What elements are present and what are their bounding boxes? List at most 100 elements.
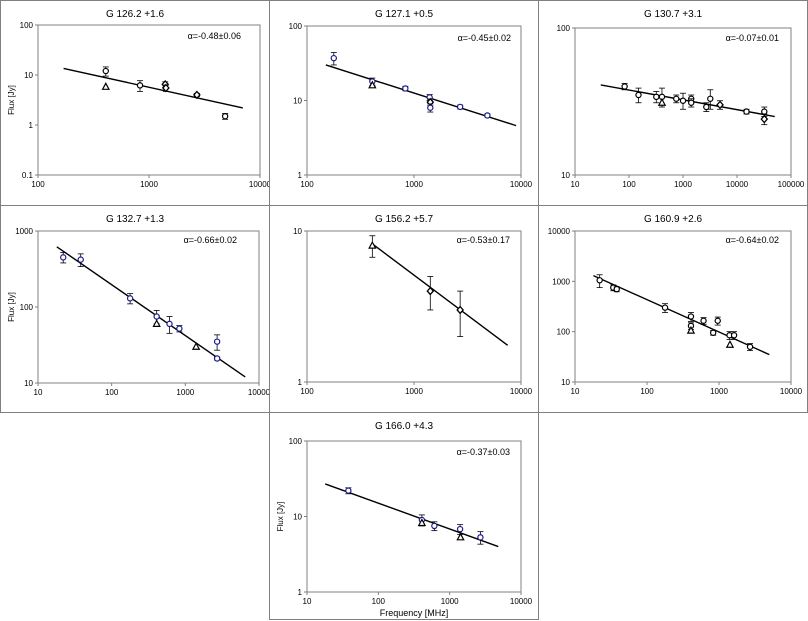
data-point	[761, 108, 768, 115]
y-tick-label: 1	[298, 588, 303, 597]
x-tick-label: 100	[300, 387, 314, 396]
x-tick-label: 1000	[674, 180, 692, 189]
spectral-index-label: α=-0.53±0.17	[457, 235, 510, 245]
chart-panel: G 132.7 +1.3 10 100 1000 10 100 1000 10000 Flux …	[0, 205, 270, 413]
x-tick-label: 10000	[726, 180, 749, 189]
data-point	[661, 304, 669, 311]
x-tick-label: 100	[622, 180, 636, 189]
spectral-index-label: α=-0.45±0.02	[458, 33, 511, 43]
data-point	[477, 534, 484, 541]
data-point	[402, 85, 409, 92]
fit-line	[56, 246, 246, 378]
chart-title: G 132.7 +1.3	[105, 214, 165, 225]
chart-title: G 156.2 +5.7	[374, 214, 434, 225]
y-tick-label: 10	[561, 171, 570, 180]
fit-line	[63, 67, 243, 109]
x-tick-label: 1000	[441, 597, 459, 606]
data-point	[730, 332, 738, 339]
data-point	[153, 313, 160, 320]
y-axis-label: Flux [Jy]	[7, 292, 16, 322]
plot-area	[37, 24, 261, 176]
x-tick-label: 100	[105, 388, 119, 397]
data-point	[743, 108, 750, 115]
plot-area	[37, 230, 260, 384]
data-point	[136, 82, 144, 89]
x-tick-label: 100	[300, 180, 314, 189]
chart-panel: G 127.1 +0.5 1 10 100 100 1000 10000 α=-0.45±0.…	[269, 0, 539, 206]
data-point	[746, 343, 754, 351]
data-point	[484, 112, 491, 119]
x-tick-label: 100	[640, 387, 654, 396]
chart-title: G 126.2 +1.6	[105, 9, 165, 20]
y-tick-label: 1	[29, 121, 34, 130]
data-point	[456, 525, 464, 533]
x-tick-label: 1000	[710, 387, 728, 396]
data-point	[760, 114, 769, 124]
data-point	[635, 91, 642, 99]
plot-area	[574, 230, 792, 383]
y-axis-label: Flux [Jy]	[7, 85, 16, 115]
y-tick-label: 10	[293, 227, 302, 236]
data-point	[221, 112, 229, 120]
data-point	[456, 532, 465, 541]
data-point	[102, 67, 109, 75]
x-tick-label: 10	[34, 388, 43, 397]
data-point	[426, 286, 435, 296]
y-tick-label: 10	[24, 379, 33, 388]
y-tick-label: 1	[298, 171, 303, 180]
y-tick-label: 0.1	[22, 171, 34, 180]
data-point	[330, 54, 337, 62]
y-tick-label: 10	[561, 378, 570, 387]
chart-plot: 10 100 1000 10 100 1000 10000 Flux [Jy] α=-0.66±…	[7, 227, 269, 397]
spectral-index-label: α=-0.48±0.06	[188, 31, 241, 41]
plot-area	[306, 25, 522, 176]
data-point	[709, 329, 717, 336]
data-point	[703, 103, 710, 111]
data-point	[688, 99, 695, 106]
data-point	[653, 93, 660, 101]
data-point	[166, 320, 173, 328]
data-point	[673, 95, 680, 102]
data-point	[456, 103, 464, 111]
x-tick-label: 10	[571, 387, 580, 396]
data-point	[687, 313, 695, 320]
chart-panel: G 130.7 +3.1 10 100 10 100 1000 10000 100000 α=-…	[538, 0, 808, 206]
x-tick-label: 10000	[510, 180, 533, 189]
chart-panel: G 166.0 +4.3 1 10 100 10 100 1000 10000 Flux [Jy…	[269, 412, 539, 620]
spectral-index-label: α=-0.64±0.02	[726, 235, 779, 245]
chart-panel: G 160.9 +2.6 10 100 1000 10000 10 100 1000 10000…	[538, 205, 808, 413]
spectral-index-label: α=-0.66±0.02	[184, 235, 237, 245]
data-point	[368, 240, 377, 249]
data-point	[176, 325, 183, 332]
x-tick-label: 10000	[510, 387, 533, 396]
fit-line	[324, 483, 499, 548]
y-tick-label: 10	[293, 97, 302, 106]
data-point	[657, 97, 667, 106]
x-tick-label: 10000	[780, 387, 803, 396]
y-tick-label: 10	[24, 71, 33, 80]
chart-title: G 166.0 +4.3	[374, 421, 434, 432]
x-tick-label: 100000	[778, 180, 805, 189]
data-point	[686, 325, 696, 334]
y-tick-label: 100	[557, 24, 571, 33]
data-point	[456, 305, 465, 315]
data-point	[77, 256, 84, 263]
chart-plot: 1 10 100 100 1000 10000 α=-0.45±0.02	[289, 22, 533, 189]
x-tick-label: 10000	[248, 388, 269, 397]
chart-panel: G 156.2 +5.7 1 10 100 1000 10000 α=-0.53±0.17	[269, 205, 539, 413]
data-point	[716, 100, 724, 110]
data-point	[126, 295, 134, 302]
data-point	[417, 518, 427, 527]
data-point	[427, 104, 434, 111]
data-point	[707, 95, 714, 102]
x-tick-label: 100	[372, 597, 386, 606]
data-point	[700, 317, 707, 324]
fit-line	[371, 242, 509, 346]
y-tick-label: 100	[557, 328, 571, 337]
data-point	[345, 487, 352, 494]
x-tick-label: 10000	[510, 597, 533, 606]
data-point	[725, 339, 735, 348]
x-tick-label: 100	[31, 180, 45, 189]
x-tick-label: 1000	[405, 387, 423, 396]
